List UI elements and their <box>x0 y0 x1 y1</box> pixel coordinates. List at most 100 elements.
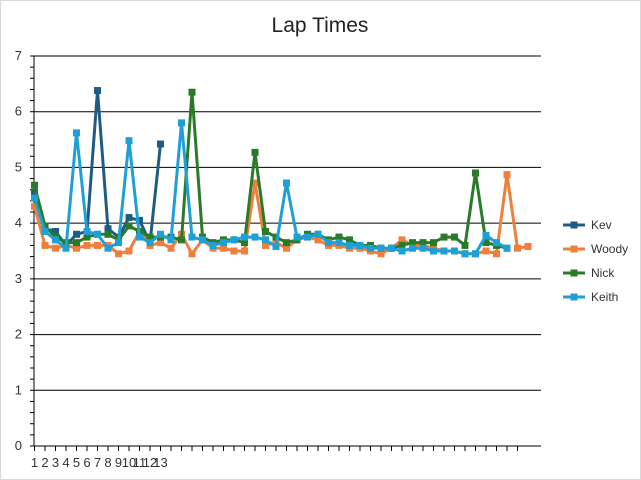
legend-label-kev: Kev <box>591 218 612 232</box>
data-point-woody <box>493 250 500 258</box>
legend-item-nick: Nick <box>563 266 615 280</box>
series-keith <box>31 119 511 258</box>
chart-title: Lap Times <box>272 14 369 37</box>
data-point-woody <box>377 250 385 258</box>
data-point-keith <box>440 247 448 255</box>
data-point-keith <box>241 233 248 241</box>
series-line-keith <box>33 121 508 256</box>
data-point-keith <box>335 239 343 247</box>
data-point-woody <box>230 247 238 255</box>
data-point-nick <box>251 148 259 156</box>
data-point-kev <box>157 140 164 148</box>
data-point-nick <box>398 241 406 249</box>
legend-marker-keith <box>570 293 578 301</box>
data-point-kev <box>52 228 59 235</box>
data-point-nick <box>472 169 479 177</box>
y-tick-label: 1 <box>15 382 22 397</box>
data-point-keith <box>367 244 374 252</box>
data-point-keith <box>377 244 385 252</box>
x-tick-label: 8 <box>104 455 111 470</box>
data-point-keith <box>31 194 38 202</box>
data-point-woody <box>503 171 511 179</box>
data-point-keith <box>346 241 353 249</box>
x-tick-label: 6 <box>83 455 90 470</box>
data-point-keith <box>304 233 311 241</box>
data-point-keith <box>230 236 238 244</box>
data-point-keith <box>461 250 469 258</box>
x-tick-label: 11 <box>133 455 147 470</box>
data-point-keith <box>251 233 259 241</box>
data-point-nick <box>73 239 80 247</box>
data-point-keith <box>262 236 269 244</box>
data-point-woody <box>314 236 322 244</box>
data-point-woody <box>115 250 122 258</box>
data-point-keith <box>482 231 490 239</box>
legend-label-woody: Woody <box>591 242 628 256</box>
data-point-nick <box>241 239 248 247</box>
data-point-woody <box>188 250 196 258</box>
x-tick-label: 12 <box>143 455 157 470</box>
legend-item-kev: Kev <box>563 218 612 232</box>
data-point-woody <box>83 241 91 249</box>
y-tick-label: 2 <box>15 327 22 342</box>
series-line-nick <box>33 90 508 250</box>
data-point-keith <box>398 247 406 255</box>
data-point-nick <box>125 222 133 230</box>
data-point-woody <box>157 239 164 247</box>
data-point-keith <box>472 250 479 258</box>
data-point-keith <box>157 230 164 238</box>
data-point-keith <box>325 239 332 247</box>
data-point-keith <box>115 239 122 247</box>
data-point-keith <box>419 244 427 252</box>
data-point-keith <box>136 233 143 241</box>
data-point-kev <box>104 225 112 233</box>
x-tick-label: 13 <box>153 455 167 470</box>
data-point-nick <box>178 236 185 244</box>
data-point-nick <box>272 233 280 241</box>
x-tick-label: 9 <box>115 455 122 470</box>
gridlines <box>34 55 541 391</box>
legend: Kev Woody Nick Keith <box>563 218 628 304</box>
data-point-kev <box>125 214 133 222</box>
data-point-nick <box>41 222 49 230</box>
data-point-woody <box>524 243 532 251</box>
data-point-keith <box>62 244 70 252</box>
data-point-keith <box>188 233 196 241</box>
legend-label-nick: Nick <box>591 266 615 280</box>
data-point-nick <box>430 239 437 247</box>
data-point-keith <box>293 233 301 241</box>
data-point-nick <box>451 233 458 241</box>
x-tick-label: 7 <box>94 455 101 470</box>
data-point-woody <box>73 244 80 252</box>
legend-item-keith: Keith <box>563 290 618 304</box>
data-point-keith <box>356 241 364 249</box>
data-point-keith <box>409 244 416 252</box>
y-tick-label: 7 <box>15 48 22 63</box>
data-point-nick <box>262 228 269 235</box>
data-point-kev <box>31 189 38 196</box>
x-tick-label: 2 <box>41 455 48 470</box>
data-point-kev <box>136 216 143 224</box>
data-point-keith <box>125 137 133 145</box>
data-point-nick <box>482 239 490 247</box>
data-point-nick <box>146 233 154 241</box>
data-point-woody <box>125 247 133 255</box>
data-point-nick <box>440 233 448 241</box>
data-point-keith <box>272 243 280 251</box>
data-point-woody <box>167 244 175 252</box>
data-point-nick <box>346 236 353 244</box>
data-point-woody <box>283 244 290 252</box>
data-point-keith <box>41 228 49 235</box>
data-point-keith <box>52 236 59 244</box>
data-point-nick <box>461 241 469 249</box>
data-point-keith <box>283 179 290 187</box>
data-point-keith <box>146 239 154 247</box>
x-tick-label: 1 <box>31 455 38 470</box>
x-tick-label: 4 <box>62 455 69 470</box>
data-point-woody <box>262 241 269 249</box>
data-point-keith <box>493 239 500 247</box>
data-point-nick <box>188 88 196 96</box>
y-tick-label: 5 <box>15 159 22 174</box>
x-tick-label: 3 <box>52 455 59 470</box>
series-layer <box>31 87 532 258</box>
